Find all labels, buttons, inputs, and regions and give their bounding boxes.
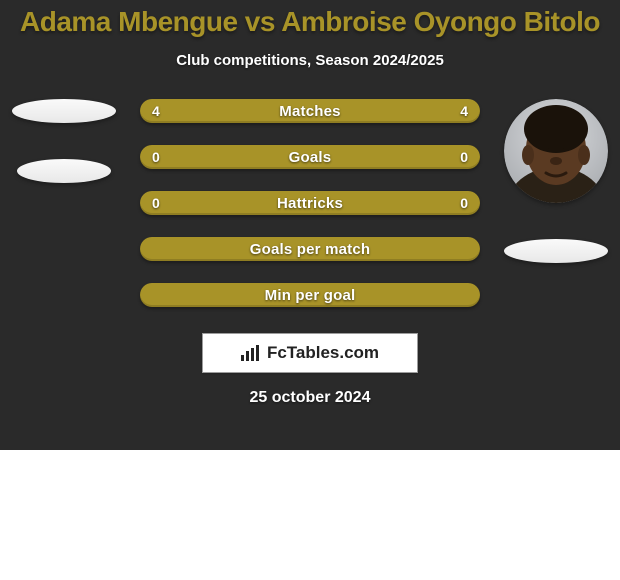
stat-value-left: 4 — [152, 103, 160, 119]
player-left-flag — [17, 159, 111, 183]
date-label: 25 october 2024 — [0, 389, 620, 407]
stat-value-right: 4 — [460, 103, 468, 119]
player-right-avatar — [504, 99, 608, 203]
page-title: Adama Mbengue vs Ambroise Oyongo Bitolo — [0, 0, 620, 38]
stat-value-left: 0 — [152, 149, 160, 165]
stat-bar: Goals per match — [140, 237, 480, 261]
stat-bar: Min per goal — [140, 283, 480, 307]
player-left-avatar — [12, 99, 116, 123]
player-right-column — [496, 99, 616, 263]
comparison-columns: 4 Matches 4 0 Goals 0 0 Hattricks 0 Goals per mat… — [0, 99, 620, 307]
stat-value-left: 0 — [152, 195, 160, 211]
stat-label: Hattricks — [277, 195, 343, 212]
face-icon — [504, 99, 608, 203]
stat-bar: 0 Goals 0 — [140, 145, 480, 169]
bar-chart-icon — [241, 345, 261, 361]
player-right-flag — [504, 239, 608, 263]
player-left-column — [4, 99, 124, 183]
stat-label: Min per goal — [265, 287, 356, 304]
stat-label: Goals per match — [250, 241, 371, 258]
brand-badge[interactable]: FcTables.com — [202, 333, 418, 373]
stat-value-right: 0 — [460, 149, 468, 165]
stat-label: Goals — [289, 149, 332, 166]
stat-value-right: 0 — [460, 195, 468, 211]
brand-text: FcTables.com — [267, 343, 379, 363]
stat-label: Matches — [279, 103, 340, 120]
stat-bars: 4 Matches 4 0 Goals 0 0 Hattricks 0 Goals per mat… — [140, 99, 480, 307]
stat-bar: 4 Matches 4 — [140, 99, 480, 123]
stat-bar: 0 Hattricks 0 — [140, 191, 480, 215]
subtitle: Club competitions, Season 2024/2025 — [0, 52, 620, 69]
comparison-card: Adama Mbengue vs Ambroise Oyongo Bitolo … — [0, 0, 620, 450]
